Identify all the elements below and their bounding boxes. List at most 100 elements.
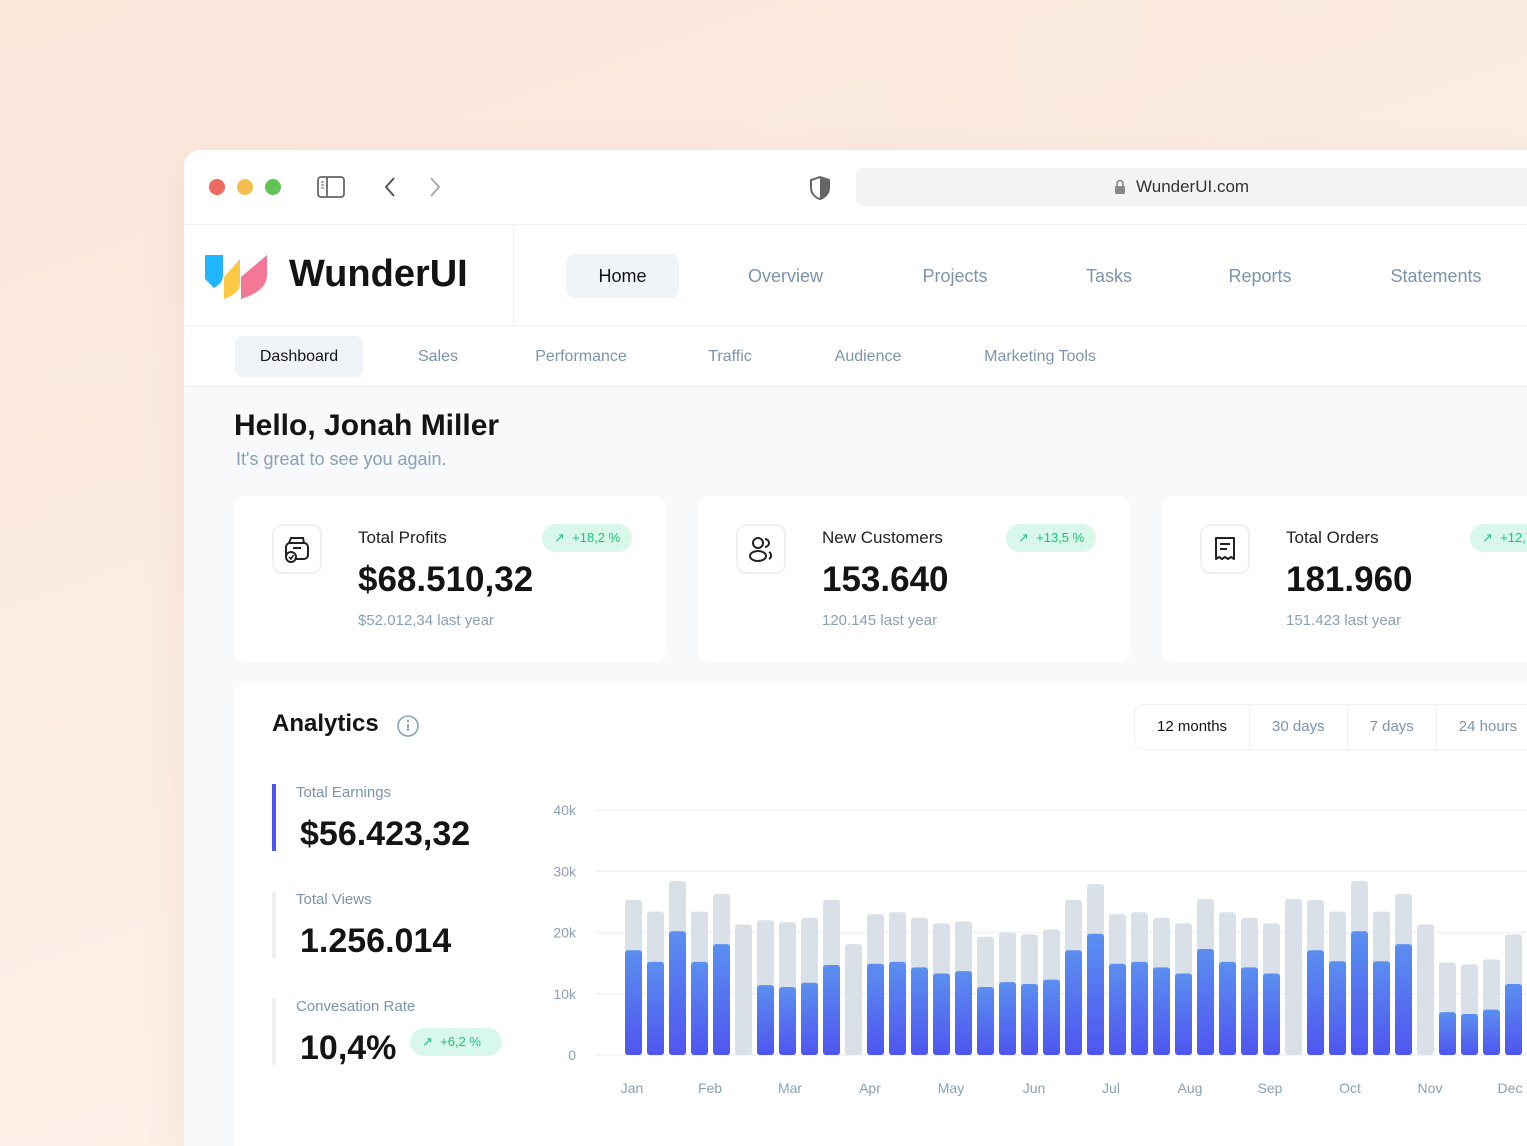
bar-earnings — [1329, 961, 1346, 1055]
stat-label: Total Earnings — [296, 784, 392, 801]
card-last-year: $52.012,34 last year — [358, 612, 494, 629]
maximize-window-button[interactable] — [265, 179, 281, 195]
bar-earnings — [1483, 1009, 1500, 1055]
analytics-panel: Analytics 12 months 30 days 7 days 24 ho… — [234, 684, 1527, 1146]
receipt-icon — [1200, 524, 1250, 574]
sidebar-toggle-icon[interactable] — [317, 176, 345, 198]
trend-badge: ↗ +6,2 % — [410, 1028, 502, 1056]
tab-marketing-tools[interactable]: Marketing Tools — [984, 348, 1096, 365]
bar-earnings — [933, 973, 950, 1055]
nav-overview[interactable]: Overview — [747, 266, 823, 286]
bar-earnings — [1109, 963, 1126, 1055]
bar-earnings — [1307, 950, 1324, 1055]
dashboard-content: Hello, Jonah Miller It's great to see yo… — [184, 387, 1527, 1146]
wunderui-logo-icon — [205, 255, 267, 299]
bar-earnings — [1461, 1013, 1478, 1055]
bar-earnings — [625, 950, 642, 1055]
x-tick-label: Jan — [621, 1080, 644, 1096]
x-tick-label: Jul — [1102, 1080, 1120, 1096]
stat-total-earnings[interactable]: Total Earnings $56.423,32 — [272, 784, 470, 853]
stat-label: Convesation Rate — [296, 998, 416, 1015]
card-last-year: 120.145 last year — [822, 612, 938, 629]
x-tick-label: Sep — [1258, 1080, 1283, 1096]
bar-earnings — [801, 982, 818, 1055]
trend-value: +12,7 % — [1500, 530, 1527, 545]
x-tick-label: Jun — [1023, 1080, 1046, 1096]
trend-up-icon: ↗ — [554, 530, 565, 545]
x-tick-label: Apr — [859, 1080, 881, 1096]
logo[interactable]: WunderUI — [184, 225, 514, 325]
close-window-button[interactable] — [209, 179, 225, 195]
stat-card-new-customers: New Customers ↗ +13,5 % 153.640 120.145 … — [698, 496, 1131, 662]
shield-icon[interactable] — [809, 175, 831, 201]
browser-titlebar: WunderUI.com — [184, 150, 1527, 225]
x-tick-label: Dec — [1498, 1080, 1523, 1096]
forward-icon[interactable] — [427, 175, 443, 199]
tab-performance[interactable]: Performance — [535, 348, 627, 365]
stat-card-total-orders: Total Orders ↗ +12,7 % 181.960 151.423 l… — [1162, 496, 1527, 662]
trend-up-icon: ↗ — [422, 1034, 433, 1049]
address-bar[interactable]: WunderUI.com — [856, 168, 1527, 206]
analytics-title: Analytics — [272, 710, 379, 737]
bar-earnings — [1021, 983, 1038, 1055]
x-tick-label: Mar — [778, 1080, 802, 1096]
y-tick-label: 0 — [568, 1047, 576, 1063]
url-text: WunderUI.com — [1136, 177, 1250, 196]
minimize-window-button[interactable] — [237, 179, 253, 195]
time-range-selector: 12 months 30 days 7 days 24 hours — [1134, 704, 1527, 750]
bar-earnings — [977, 987, 994, 1055]
x-tick-label: May — [938, 1080, 964, 1096]
nav-projects[interactable]: Projects — [922, 266, 988, 286]
info-icon[interactable] — [396, 714, 420, 738]
bar-total — [1417, 924, 1434, 1055]
card-title: Total Profits — [358, 528, 447, 547]
bar-total — [845, 944, 862, 1055]
bar-earnings — [713, 944, 730, 1055]
users-icon — [736, 524, 786, 574]
range-30-days[interactable]: 30 days — [1250, 705, 1348, 749]
tab-sales[interactable]: Sales — [417, 348, 459, 365]
card-value: 153.640 — [822, 560, 949, 599]
tab-traffic[interactable]: Traffic — [708, 348, 752, 365]
x-tick-label: Nov — [1418, 1080, 1443, 1096]
range-12-months[interactable]: 12 months — [1135, 705, 1251, 749]
back-icon[interactable] — [382, 175, 398, 199]
bar-earnings — [1241, 967, 1258, 1055]
bar-earnings — [867, 963, 884, 1055]
trend-badge: ↗ +13,5 % — [1006, 524, 1097, 552]
range-7-days[interactable]: 7 days — [1348, 705, 1437, 749]
x-tick-label: Oct — [1339, 1080, 1361, 1096]
y-tick-label: 20k — [553, 925, 577, 941]
card-last-year: 151.423 last year — [1286, 612, 1402, 629]
trend-value: +18,2 % — [572, 530, 621, 545]
nav-home[interactable]: Home — [566, 254, 679, 298]
bar-total — [735, 924, 752, 1055]
stat-value: 1.256.014 — [300, 922, 452, 960]
nav-reports[interactable]: Reports — [1228, 266, 1292, 286]
browser-window: WunderUI.com WunderUI Home Overview Proj… — [184, 150, 1527, 1146]
stat-total-views[interactable]: Total Views 1.256.014 — [272, 891, 452, 960]
bar-earnings — [911, 967, 928, 1055]
page-subtitle: It's great to see you again. — [236, 449, 447, 469]
bar-earnings — [889, 961, 906, 1055]
trend-badge: ↗ +12,7 % — [1470, 524, 1527, 552]
stat-conversation-rate[interactable]: Convesation Rate 10,4% ↗ +6,2 % — [272, 998, 502, 1067]
bar-earnings — [669, 931, 686, 1055]
tab-dashboard[interactable]: Dashboard — [235, 336, 363, 377]
brand-name: WunderUI — [289, 253, 468, 295]
stat-value: 10,4% — [300, 1029, 397, 1067]
bar-earnings — [1505, 983, 1522, 1055]
bar-earnings — [823, 964, 840, 1055]
tab-audience[interactable]: Audience — [834, 348, 902, 365]
bar-earnings — [779, 987, 796, 1055]
card-value: $68.510,32 — [358, 560, 534, 599]
nav-tasks[interactable]: Tasks — [1085, 266, 1132, 286]
lock-icon — [1115, 179, 1125, 194]
nav-statements[interactable]: Statements — [1390, 266, 1482, 286]
bar-earnings — [1043, 979, 1060, 1055]
bar-earnings — [999, 982, 1016, 1055]
card-title: Total Orders — [1286, 528, 1379, 547]
bar-earnings — [1153, 967, 1170, 1055]
bar-total — [1285, 898, 1302, 1055]
range-24-hours[interactable]: 24 hours — [1437, 705, 1527, 749]
